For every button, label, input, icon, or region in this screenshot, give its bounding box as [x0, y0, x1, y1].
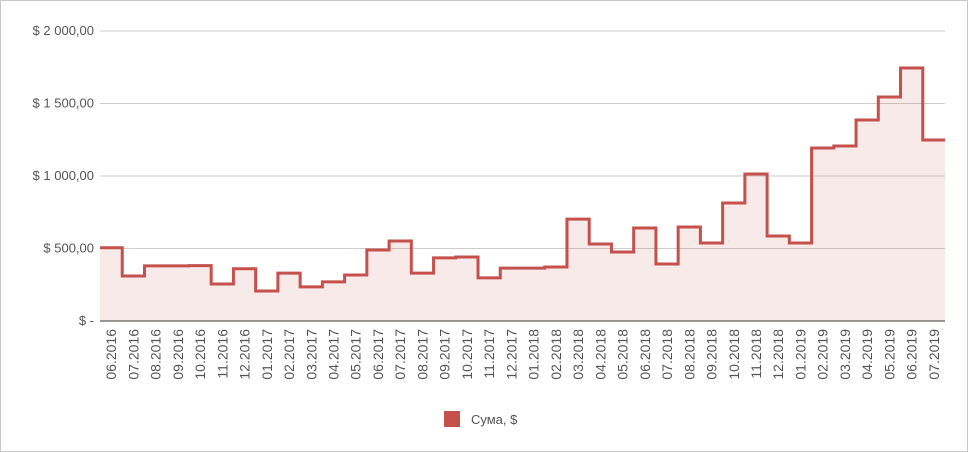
x-tick-label: 06.2017 — [370, 329, 386, 380]
x-tick-label: 04.2018 — [592, 329, 608, 380]
x-tick-label: 11.2017 — [481, 329, 497, 379]
x-tick-label: 02.2019 — [815, 329, 831, 380]
x-tick-label: 01.2018 — [526, 329, 542, 380]
x-tick-label: 10.2018 — [726, 329, 742, 380]
x-tick-label: 09.2017 — [437, 329, 453, 380]
x-tick-label: 10.2017 — [459, 329, 475, 380]
x-tick-label: 08.2016 — [148, 329, 164, 380]
y-tick-label: $ 500,00 — [43, 241, 94, 256]
x-tick-label: 12.2018 — [770, 329, 786, 380]
x-tick-label: 12.2017 — [503, 329, 519, 380]
x-tick-label: 09.2016 — [170, 329, 186, 380]
x-tick-label: 03.2018 — [570, 329, 586, 380]
x-tick-label: 11.2018 — [748, 329, 764, 379]
x-tick-label: 07.2017 — [392, 329, 408, 380]
x-tick-label: 06.2016 — [103, 329, 119, 380]
x-tick-label: 07.2019 — [926, 329, 942, 380]
x-tick-label: 04.2017 — [325, 329, 341, 380]
x-tick-label: 05.2019 — [881, 329, 897, 380]
x-tick-label: 08.2017 — [414, 329, 430, 380]
y-tick-label: $ - — [79, 313, 94, 328]
x-tick-label: 07.2016 — [125, 329, 141, 380]
legend-swatch — [444, 411, 460, 427]
y-tick-label: $ 1 500,00 — [33, 96, 94, 111]
legend-label: Сума, $ — [471, 412, 518, 427]
x-tick-label: 06.2018 — [637, 329, 653, 380]
y-tick-label: $ 2 000,00 — [33, 23, 94, 38]
x-tick-label: 06.2019 — [904, 329, 920, 380]
x-tick-label: 08.2018 — [681, 329, 697, 380]
x-tick-label: 03.2019 — [837, 329, 853, 380]
x-tick-label: 05.2018 — [615, 329, 631, 380]
line — [100, 66, 945, 293]
x-tick-label: 02.2017 — [281, 329, 297, 380]
x-tick-label: 12.2016 — [237, 329, 253, 380]
x-tick-label: 11.2016 — [214, 329, 230, 379]
x-tick-label: 05.2017 — [348, 329, 364, 380]
x-tick-label: 10.2016 — [192, 329, 208, 380]
x-tick-label: 09.2018 — [704, 329, 720, 380]
area — [100, 67, 945, 321]
x-tick-label: 04.2019 — [859, 329, 875, 380]
x-tick-label: 03.2017 — [303, 329, 319, 380]
x-tick-label: 02.2018 — [548, 329, 564, 380]
x-tick-label: 01.2019 — [792, 329, 808, 380]
y-tick-label: $ 1 000,00 — [33, 168, 94, 183]
x-tick-label: 01.2017 — [259, 329, 275, 380]
x-tick-label: 07.2018 — [659, 329, 675, 380]
